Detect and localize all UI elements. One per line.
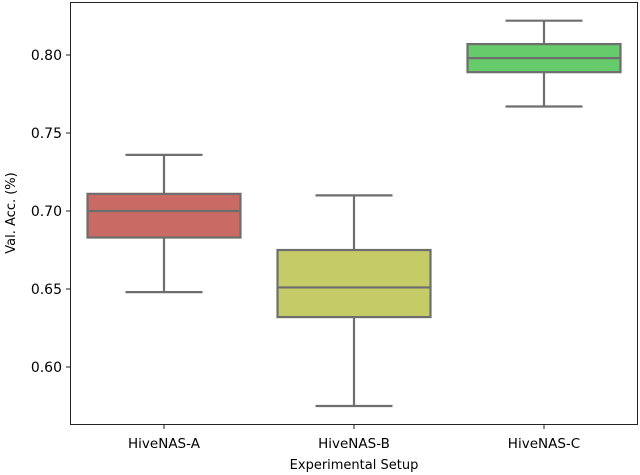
- x-axis-title: Experimental Setup: [290, 458, 419, 473]
- y-tick-label: 0.75: [31, 126, 62, 142]
- x-tick-label: HiveNAS-B: [318, 436, 390, 452]
- x-tick-label: HiveNAS-C: [508, 436, 580, 452]
- boxes-layer: [86, 19, 622, 408]
- y-tick-label: 0.65: [31, 282, 62, 298]
- iqr-box: [86, 192, 242, 239]
- x-axis: HiveNAS-A HiveNAS-B HiveNAS-C: [128, 424, 580, 452]
- y-tick-label: 0.80: [31, 48, 62, 64]
- x-tick-label: HiveNAS-A: [128, 436, 201, 452]
- box-hivenas-c: [466, 19, 622, 108]
- box-hivenas-b: [276, 194, 432, 408]
- y-tick-label: 0.70: [31, 204, 62, 220]
- iqr-box: [276, 248, 432, 319]
- y-axis-title: Val. Acc. (%): [4, 172, 19, 253]
- y-tick-label: 0.60: [31, 360, 62, 376]
- box-hivenas-a: [86, 153, 242, 294]
- y-axis: 0.60 0.65 0.70 0.75 0.80: [31, 48, 71, 376]
